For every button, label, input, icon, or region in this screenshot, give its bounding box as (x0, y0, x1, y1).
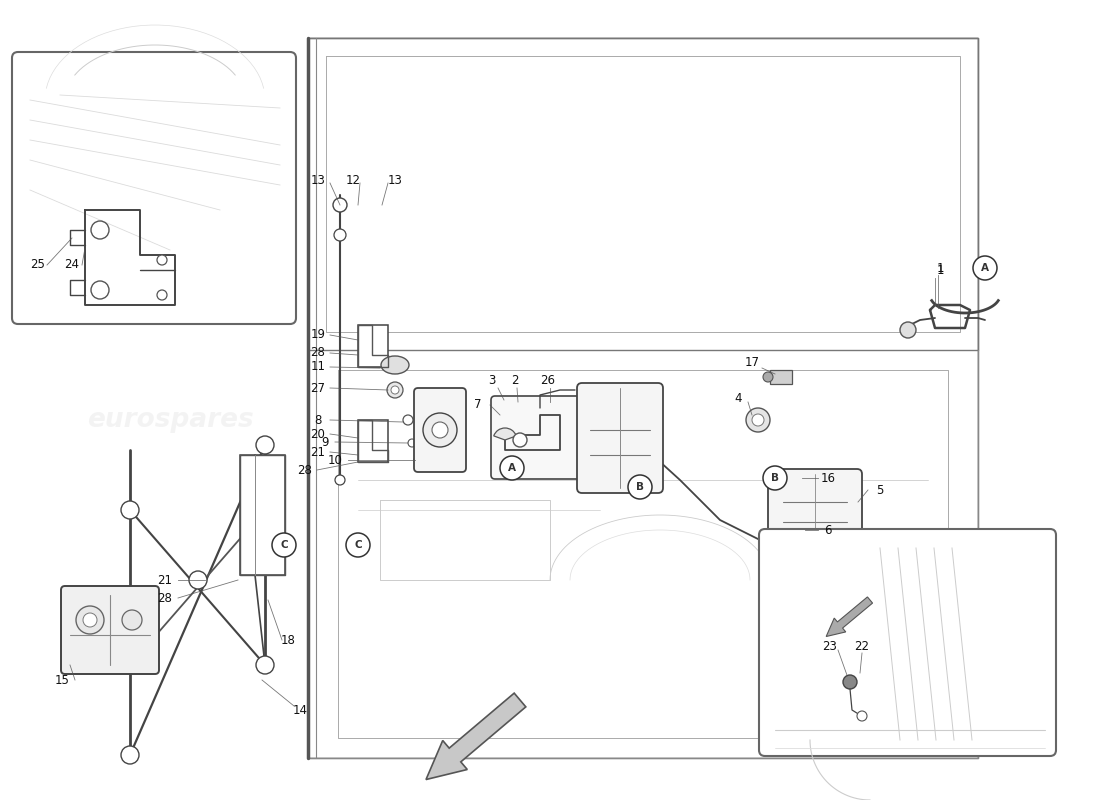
Circle shape (974, 256, 997, 280)
Text: A: A (981, 263, 989, 273)
Circle shape (414, 456, 422, 464)
Circle shape (390, 386, 399, 394)
Text: 7: 7 (474, 398, 482, 411)
Circle shape (786, 472, 798, 484)
Text: 20: 20 (310, 427, 326, 441)
Text: 28: 28 (157, 591, 173, 605)
FancyBboxPatch shape (12, 52, 296, 324)
Text: 2: 2 (512, 374, 519, 386)
Bar (770, 370, 792, 384)
Circle shape (122, 610, 142, 630)
FancyBboxPatch shape (308, 38, 978, 758)
Circle shape (746, 408, 770, 432)
Circle shape (790, 525, 800, 535)
Circle shape (333, 198, 346, 212)
Text: 24: 24 (65, 258, 79, 271)
Bar (358, 420, 388, 462)
FancyArrow shape (426, 693, 526, 779)
Circle shape (334, 229, 346, 241)
Circle shape (752, 414, 764, 426)
Bar (358, 325, 388, 367)
Text: 12: 12 (345, 174, 361, 186)
Text: 28: 28 (298, 463, 312, 477)
Wedge shape (494, 428, 516, 440)
Text: 22: 22 (855, 641, 869, 654)
Text: eurospares: eurospares (737, 187, 903, 213)
Text: eurospares: eurospares (737, 607, 903, 633)
FancyBboxPatch shape (60, 586, 160, 674)
Circle shape (763, 466, 786, 490)
Text: 19: 19 (310, 329, 326, 342)
FancyBboxPatch shape (578, 383, 663, 493)
Text: 23: 23 (823, 641, 837, 654)
Circle shape (408, 439, 416, 447)
Text: 21: 21 (310, 446, 326, 458)
Text: 11: 11 (310, 361, 326, 374)
Text: C: C (280, 540, 288, 550)
Circle shape (121, 501, 139, 519)
Text: 26: 26 (540, 374, 556, 386)
FancyBboxPatch shape (759, 529, 1056, 756)
Circle shape (82, 613, 97, 627)
Text: 18: 18 (280, 634, 296, 646)
Text: 16: 16 (821, 471, 836, 485)
FancyBboxPatch shape (768, 469, 862, 555)
Bar (240, 455, 285, 575)
Text: 17: 17 (745, 357, 759, 370)
Circle shape (387, 382, 403, 398)
Circle shape (513, 433, 527, 447)
Text: eurospares: eurospares (437, 607, 604, 633)
FancyArrow shape (826, 597, 872, 637)
Circle shape (91, 221, 109, 239)
Circle shape (346, 533, 370, 557)
Circle shape (403, 415, 412, 425)
Circle shape (900, 322, 916, 338)
Text: eurospares: eurospares (87, 407, 253, 433)
Circle shape (157, 290, 167, 300)
Text: 6: 6 (824, 523, 832, 537)
Text: B: B (636, 482, 644, 492)
Text: 1: 1 (936, 263, 944, 277)
Text: 1: 1 (936, 262, 944, 274)
Ellipse shape (381, 356, 409, 374)
Circle shape (76, 606, 104, 634)
Text: 27: 27 (310, 382, 326, 394)
Circle shape (857, 711, 867, 721)
Text: 13: 13 (310, 174, 326, 186)
Text: C: C (354, 540, 362, 550)
FancyBboxPatch shape (491, 396, 588, 479)
Text: eurospares: eurospares (737, 377, 903, 403)
Text: 14: 14 (293, 703, 308, 717)
Text: 9: 9 (321, 435, 329, 449)
Text: A: A (508, 463, 516, 473)
Text: 28: 28 (310, 346, 326, 359)
Circle shape (256, 436, 274, 454)
Circle shape (500, 456, 524, 480)
Circle shape (843, 675, 857, 689)
Circle shape (336, 475, 345, 485)
Circle shape (763, 372, 773, 382)
Circle shape (157, 255, 167, 265)
Text: eurospares: eurospares (87, 187, 253, 213)
Text: 21: 21 (157, 574, 173, 586)
Text: 4: 4 (735, 391, 741, 405)
Text: B: B (771, 473, 779, 483)
Circle shape (272, 533, 296, 557)
Circle shape (628, 475, 652, 499)
Text: eurospares: eurospares (437, 377, 604, 403)
Circle shape (91, 281, 109, 299)
Text: 3: 3 (488, 374, 496, 386)
FancyBboxPatch shape (414, 388, 466, 472)
Circle shape (121, 746, 139, 764)
Text: 13: 13 (387, 174, 403, 186)
Text: 25: 25 (31, 258, 45, 271)
Circle shape (432, 422, 448, 438)
Text: 15: 15 (55, 674, 69, 686)
Circle shape (424, 413, 456, 447)
Text: 10: 10 (328, 454, 342, 466)
Text: 8: 8 (315, 414, 321, 426)
Text: 5: 5 (877, 483, 883, 497)
Circle shape (256, 656, 274, 674)
Circle shape (189, 571, 207, 589)
